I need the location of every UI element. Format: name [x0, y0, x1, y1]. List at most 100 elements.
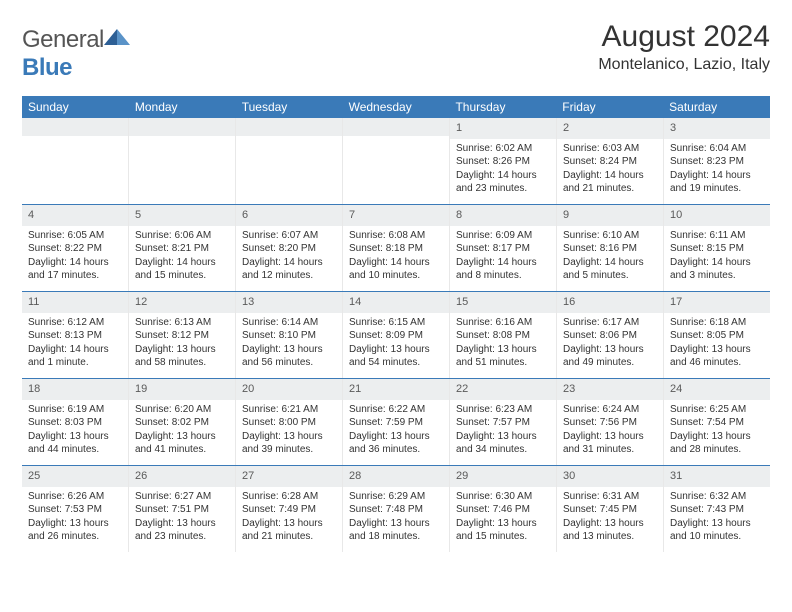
day-cell: 16Sunrise: 6:17 AMSunset: 8:06 PMDayligh…: [557, 292, 664, 378]
daylight-line-1: Daylight: 14 hours: [242, 256, 336, 270]
sunrise-line: Sunrise: 6:26 AM: [28, 490, 122, 504]
week-row: 1Sunrise: 6:02 AMSunset: 8:26 PMDaylight…: [22, 118, 770, 204]
sunrise-line: Sunrise: 6:16 AM: [456, 316, 550, 330]
sunrise-line: Sunrise: 6:08 AM: [349, 229, 443, 243]
sunset-line: Sunset: 8:08 PM: [456, 329, 550, 343]
day-content: Sunrise: 6:29 AMSunset: 7:48 PMDaylight:…: [343, 487, 449, 549]
daylight-line-1: Daylight: 13 hours: [563, 343, 657, 357]
day-content: Sunrise: 6:12 AMSunset: 8:13 PMDaylight:…: [22, 313, 128, 375]
sunrise-line: Sunrise: 6:30 AM: [456, 490, 550, 504]
sunrise-line: Sunrise: 6:11 AM: [670, 229, 764, 243]
day-number: 28: [343, 466, 449, 487]
day-cell: 1Sunrise: 6:02 AMSunset: 8:26 PMDaylight…: [450, 118, 557, 204]
day-cell: 2Sunrise: 6:03 AMSunset: 8:24 PMDaylight…: [557, 118, 664, 204]
day-number: 26: [129, 466, 235, 487]
daylight-line-1: Daylight: 14 hours: [28, 256, 122, 270]
sunset-line: Sunset: 8:05 PM: [670, 329, 764, 343]
daylight-line-2: and 17 minutes.: [28, 269, 122, 283]
sunset-line: Sunset: 8:20 PM: [242, 242, 336, 256]
daylight-line-1: Daylight: 13 hours: [456, 517, 550, 531]
sunrise-line: Sunrise: 6:15 AM: [349, 316, 443, 330]
day-content: Sunrise: 6:20 AMSunset: 8:02 PMDaylight:…: [129, 400, 235, 462]
sunset-line: Sunset: 8:12 PM: [135, 329, 229, 343]
daylight-line-1: Daylight: 13 hours: [349, 430, 443, 444]
day-number: [343, 118, 449, 136]
sunset-line: Sunset: 8:23 PM: [670, 155, 764, 169]
daylight-line-1: Daylight: 13 hours: [456, 430, 550, 444]
sunrise-line: Sunrise: 6:03 AM: [563, 142, 657, 156]
daylight-line-1: Daylight: 13 hours: [242, 343, 336, 357]
day-header: Wednesday: [343, 96, 450, 118]
sunrise-line: Sunrise: 6:17 AM: [563, 316, 657, 330]
day-number: 3: [664, 118, 770, 139]
sunrise-line: Sunrise: 6:04 AM: [670, 142, 764, 156]
day-content: Sunrise: 6:17 AMSunset: 8:06 PMDaylight:…: [557, 313, 663, 375]
daylight-line-1: Daylight: 13 hours: [242, 430, 336, 444]
day-cell: [129, 118, 236, 204]
day-number: 23: [557, 379, 663, 400]
day-cell: 23Sunrise: 6:24 AMSunset: 7:56 PMDayligh…: [557, 379, 664, 465]
day-cell: 12Sunrise: 6:13 AMSunset: 8:12 PMDayligh…: [129, 292, 236, 378]
day-number: 17: [664, 292, 770, 313]
daylight-line-2: and 23 minutes.: [456, 182, 550, 196]
day-number: 22: [450, 379, 556, 400]
day-content: Sunrise: 6:18 AMSunset: 8:05 PMDaylight:…: [664, 313, 770, 375]
daylight-line-1: Daylight: 13 hours: [28, 430, 122, 444]
daylight-line-2: and 46 minutes.: [670, 356, 764, 370]
sunset-line: Sunset: 8:21 PM: [135, 242, 229, 256]
brand-blue: Blue: [22, 54, 72, 81]
day-content: Sunrise: 6:19 AMSunset: 8:03 PMDaylight:…: [22, 400, 128, 462]
day-content: Sunrise: 6:28 AMSunset: 7:49 PMDaylight:…: [236, 487, 342, 549]
sunset-line: Sunset: 7:45 PM: [563, 503, 657, 517]
daylight-line-2: and 54 minutes.: [349, 356, 443, 370]
sunrise-line: Sunrise: 6:31 AM: [563, 490, 657, 504]
day-number: 12: [129, 292, 235, 313]
day-number: 14: [343, 292, 449, 313]
daylight-line-2: and 44 minutes.: [28, 443, 122, 457]
day-content: Sunrise: 6:31 AMSunset: 7:45 PMDaylight:…: [557, 487, 663, 549]
daylight-line-2: and 18 minutes.: [349, 530, 443, 544]
day-cell: 20Sunrise: 6:21 AMSunset: 8:00 PMDayligh…: [236, 379, 343, 465]
day-cell: 17Sunrise: 6:18 AMSunset: 8:05 PMDayligh…: [664, 292, 770, 378]
day-number: 9: [557, 205, 663, 226]
daylight-line-1: Daylight: 14 hours: [670, 169, 764, 183]
daylight-line-1: Daylight: 13 hours: [135, 517, 229, 531]
day-number: 6: [236, 205, 342, 226]
day-content: Sunrise: 6:09 AMSunset: 8:17 PMDaylight:…: [450, 226, 556, 288]
sunset-line: Sunset: 7:53 PM: [28, 503, 122, 517]
daylight-line-1: Daylight: 13 hours: [28, 517, 122, 531]
daylight-line-2: and 1 minute.: [28, 356, 122, 370]
day-cell: 26Sunrise: 6:27 AMSunset: 7:51 PMDayligh…: [129, 466, 236, 552]
daylight-line-1: Daylight: 14 hours: [28, 343, 122, 357]
day-cell: 31Sunrise: 6:32 AMSunset: 7:43 PMDayligh…: [664, 466, 770, 552]
daylight-line-2: and 41 minutes.: [135, 443, 229, 457]
sunrise-line: Sunrise: 6:28 AM: [242, 490, 336, 504]
daylight-line-2: and 26 minutes.: [28, 530, 122, 544]
sunrise-line: Sunrise: 6:19 AM: [28, 403, 122, 417]
sunset-line: Sunset: 8:13 PM: [28, 329, 122, 343]
calendar-body: 1Sunrise: 6:02 AMSunset: 8:26 PMDaylight…: [22, 118, 770, 552]
daylight-line-2: and 19 minutes.: [670, 182, 764, 196]
day-number: 24: [664, 379, 770, 400]
sunrise-line: Sunrise: 6:02 AM: [456, 142, 550, 156]
title-block: August 2024 Montelanico, Lazio, Italy: [598, 20, 770, 74]
week-row: 18Sunrise: 6:19 AMSunset: 8:03 PMDayligh…: [22, 378, 770, 465]
sunset-line: Sunset: 8:02 PM: [135, 416, 229, 430]
daylight-line-2: and 10 minutes.: [670, 530, 764, 544]
day-number: 2: [557, 118, 663, 139]
sunset-line: Sunset: 7:43 PM: [670, 503, 764, 517]
sunrise-line: Sunrise: 6:14 AM: [242, 316, 336, 330]
sunset-line: Sunset: 7:49 PM: [242, 503, 336, 517]
daylight-line-1: Daylight: 13 hours: [135, 343, 229, 357]
week-row: 25Sunrise: 6:26 AMSunset: 7:53 PMDayligh…: [22, 465, 770, 552]
day-content: Sunrise: 6:32 AMSunset: 7:43 PMDaylight:…: [664, 487, 770, 549]
sunrise-line: Sunrise: 6:24 AM: [563, 403, 657, 417]
day-content: Sunrise: 6:07 AMSunset: 8:20 PMDaylight:…: [236, 226, 342, 288]
daylight-line-1: Daylight: 13 hours: [242, 517, 336, 531]
day-cell: 30Sunrise: 6:31 AMSunset: 7:45 PMDayligh…: [557, 466, 664, 552]
day-cell: 24Sunrise: 6:25 AMSunset: 7:54 PMDayligh…: [664, 379, 770, 465]
calendar: SundayMondayTuesdayWednesdayThursdayFrid…: [22, 96, 770, 552]
day-number: 11: [22, 292, 128, 313]
day-content: Sunrise: 6:05 AMSunset: 8:22 PMDaylight:…: [22, 226, 128, 288]
day-header: Monday: [129, 96, 236, 118]
